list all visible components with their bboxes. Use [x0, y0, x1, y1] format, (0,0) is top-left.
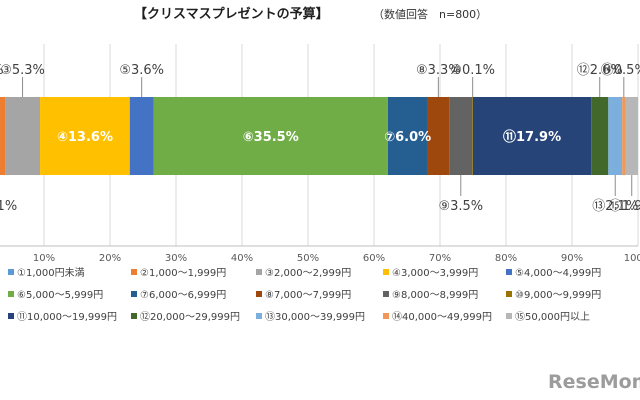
data-labels: ①1.0% ②3.1% ③5.3% ④13.6% ⑤3.6% ⑥35.5% ⑦6.0% ⑧3.…	[0, 63, 640, 214]
bar-segment	[40, 97, 130, 175]
legend-swatch	[8, 269, 14, 275]
data-label: ⑥35.5%	[243, 130, 299, 145]
legend-entry: ④3,000～3,999円	[392, 268, 478, 279]
chart-title: 【クリスマスプレゼントの予算】	[134, 6, 329, 22]
legend: ①1,000円未満 ②1,000～1,999円 ③2,000～2,999円 ④3,00…	[8, 267, 601, 323]
legend-entry: ⑮50,000円以上	[515, 311, 590, 323]
bar-segment	[5, 97, 41, 175]
data-label: ④13.6%	[57, 130, 113, 145]
legend-swatch	[131, 291, 137, 297]
x-tick-label: 10%	[33, 253, 55, 264]
legend-entry: ⑬30,000～39,999円	[265, 311, 365, 323]
legend-entry: ①1,000円未満	[17, 267, 85, 279]
legend-swatch	[506, 313, 512, 319]
bar-segment	[387, 97, 428, 175]
data-label: ⑬2.1%	[592, 199, 638, 214]
bar-segment	[153, 97, 388, 175]
bar-segment	[625, 97, 638, 175]
data-label: ①1.0%	[0, 63, 4, 78]
legend-swatch	[256, 269, 262, 275]
bar-segment	[472, 97, 473, 175]
legend-entry: ⑤4,000～4,999円	[515, 268, 601, 279]
data-label: ②3.1%	[0, 199, 17, 214]
legend-swatch	[383, 269, 389, 275]
x-tick-label: 70%	[429, 253, 451, 264]
legend-swatch	[506, 291, 512, 297]
legend-swatch	[383, 313, 389, 319]
data-label: ⑤3.6%	[119, 63, 164, 78]
legend-swatch	[131, 269, 137, 275]
legend-swatch	[383, 291, 389, 297]
watermark-logo: ReseMom	[548, 371, 640, 393]
data-label: ⑨3.5%	[438, 199, 483, 214]
legend-entry: ⑧7,000～7,999円	[265, 290, 351, 301]
bar-segment	[591, 97, 609, 175]
bar-segments	[0, 97, 638, 175]
legend-entry: ②1,000～1,999円	[140, 268, 226, 279]
legend-swatch	[506, 269, 512, 275]
bar-segment	[129, 97, 154, 175]
bar-segment	[0, 97, 6, 175]
legend-entry: ⑫20,000～29,999円	[140, 311, 240, 323]
legend-entry: ⑥5,000～5,999円	[17, 290, 103, 301]
legend-entry: ⑨8,000～8,999円	[392, 290, 478, 301]
bar-segment	[427, 97, 450, 175]
legend-entry: ⑩9,000～9,999円	[515, 290, 601, 301]
x-tick-label: 20%	[99, 253, 121, 264]
legend-swatch	[256, 313, 262, 319]
data-label: ⑦6.0%	[384, 130, 431, 145]
data-label: ⑫2.6%	[577, 63, 623, 78]
legend-entry: ⑪10,000～19,999円	[17, 311, 117, 323]
leader-lines	[22, 77, 633, 196]
bar-segment	[608, 97, 623, 175]
chart-subtitle: （数値回答 n=800）	[373, 7, 487, 21]
x-tick-label: 90%	[561, 253, 583, 264]
data-label: ⑧3.3%	[416, 63, 461, 78]
legend-entry: ⑭40,000～49,999円	[392, 311, 492, 323]
x-tick-label: 60%	[363, 253, 385, 264]
legend-swatch	[131, 313, 137, 319]
legend-swatch	[256, 291, 262, 297]
legend-entry: ③2,000～2,999円	[265, 268, 351, 279]
x-tick-label: 40%	[231, 253, 253, 264]
x-tick-label: 30%	[165, 253, 187, 264]
bar-segment	[622, 97, 626, 175]
legend-swatch	[8, 313, 14, 319]
bar-segment	[473, 97, 592, 175]
data-label: ⑭0.5%	[601, 63, 640, 78]
data-label: ⑪17.9%	[503, 129, 561, 145]
legend-swatch	[8, 291, 14, 297]
x-axis-ticks: 0%10%20%30%40%50%60%70%80%90%100%	[33, 253, 640, 264]
x-tick-label: 80%	[495, 253, 517, 264]
data-label: ③5.3%	[0, 63, 45, 78]
data-label: ⑩0.1%	[450, 63, 495, 78]
x-tick-label: 50%	[297, 253, 319, 264]
data-label: ⑮1.9%	[609, 199, 640, 214]
legend-entry: ⑦6,000～6,999円	[140, 290, 226, 301]
x-tick-label: 100%	[624, 253, 640, 264]
bar-segment	[449, 97, 473, 175]
